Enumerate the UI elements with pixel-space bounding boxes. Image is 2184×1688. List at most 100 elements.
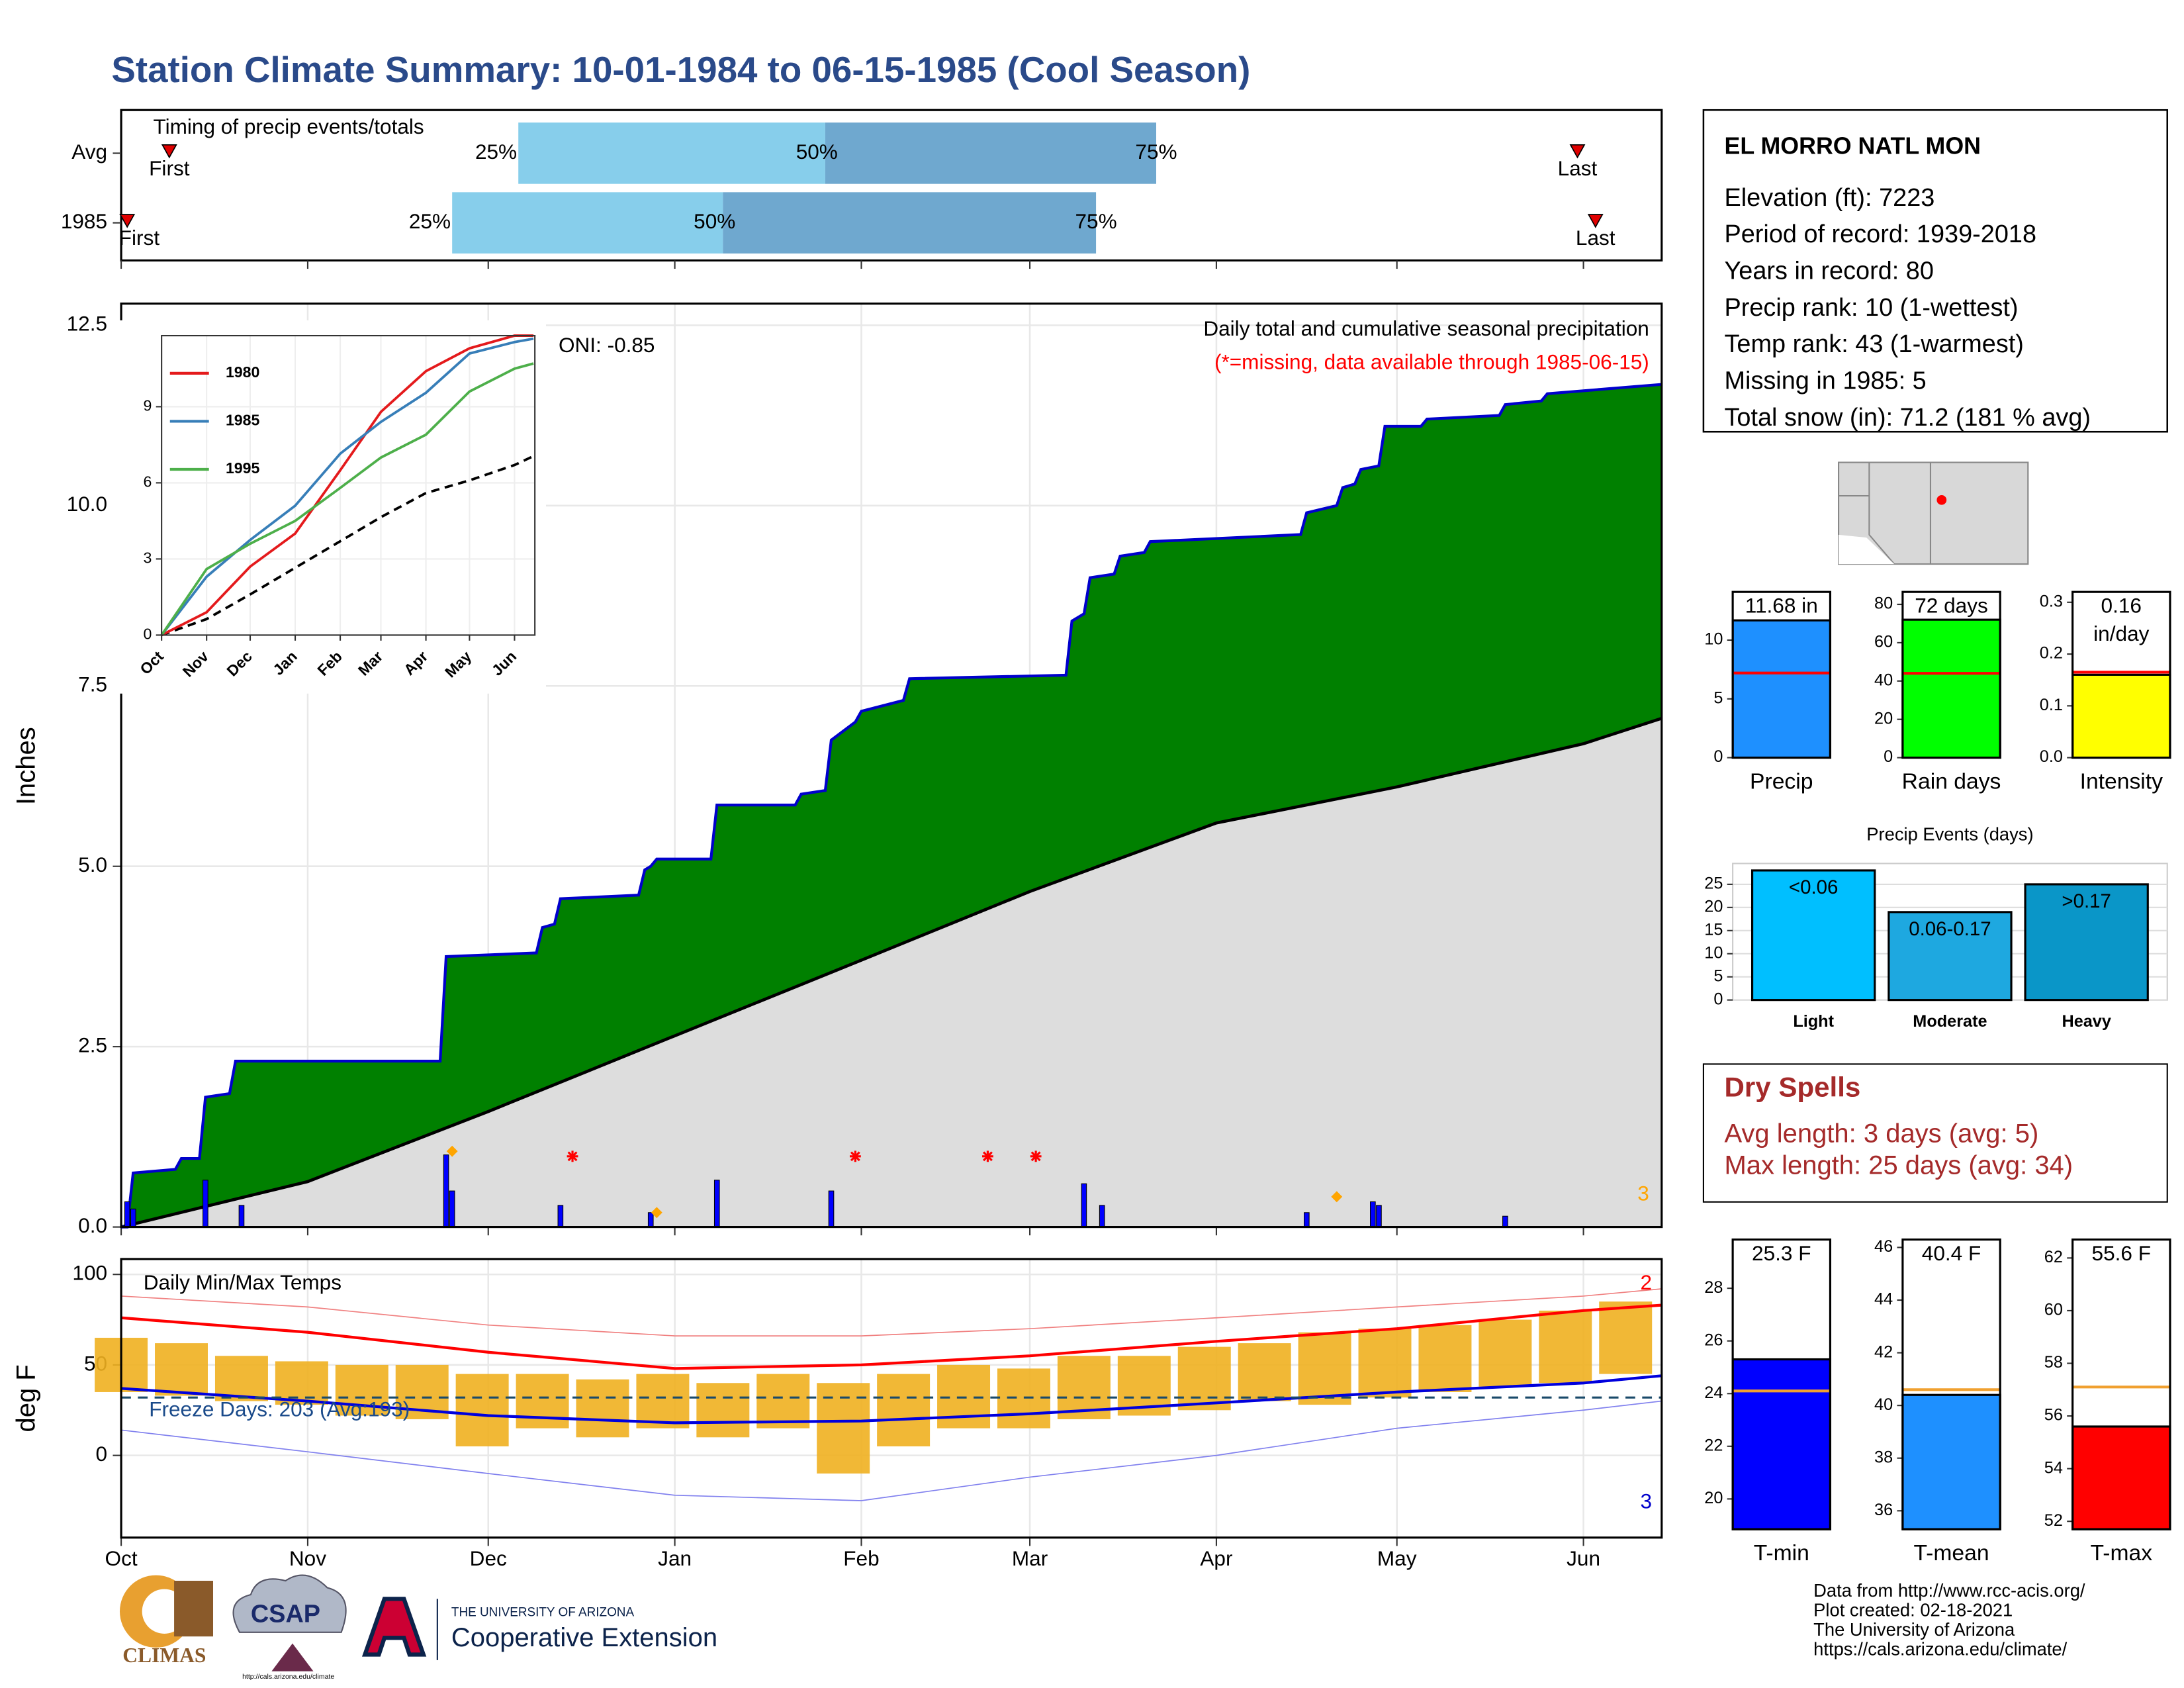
temp-range-bar bbox=[214, 1356, 268, 1401]
gauge-value-box: 72 days bbox=[1915, 594, 1988, 618]
gauge-value-box: 11.68 in bbox=[1745, 594, 1818, 618]
event-bar bbox=[1751, 869, 1876, 1002]
y-tick-label: 0.0 bbox=[78, 1213, 107, 1237]
temp-range-bar bbox=[877, 1374, 931, 1446]
average-area bbox=[121, 718, 1662, 1227]
csap-mountain bbox=[271, 1643, 314, 1671]
y-tick-label: 7.5 bbox=[78, 673, 107, 696]
gauge-value-label: 55.6 F bbox=[2091, 1242, 2152, 1266]
daily-bar bbox=[828, 1190, 835, 1228]
gauge-y-tick-label: 0 bbox=[1713, 747, 1723, 766]
y-tick-label: 12.5 bbox=[67, 312, 107, 336]
first-marker bbox=[161, 144, 177, 159]
gauge-y-tick-label: 38 bbox=[1874, 1448, 1893, 1466]
gauge-y-tick-label: 56 bbox=[2044, 1406, 2063, 1425]
gauge-value-box: 0.16 in/day bbox=[2093, 594, 2149, 645]
precip-frame bbox=[120, 303, 1663, 1229]
gauge-bar bbox=[1731, 619, 1832, 759]
daily-bar bbox=[1099, 1205, 1105, 1228]
gauge-y-tick-label: 0.2 bbox=[2040, 644, 2063, 663]
x-tick-label: Mar bbox=[1012, 1546, 1048, 1570]
map-borders bbox=[1839, 462, 1932, 565]
event-value-label: 0.06-0.17 bbox=[1909, 918, 1991, 940]
temp-range-bar bbox=[1298, 1332, 1351, 1405]
q50-label: 50% bbox=[796, 140, 838, 164]
event-category: Moderate bbox=[1913, 1012, 1987, 1031]
daily-bar bbox=[449, 1190, 455, 1228]
extension-text: Cooperative Extension bbox=[451, 1623, 717, 1652]
temp-range-bar bbox=[1177, 1346, 1231, 1411]
temp-range-bar bbox=[275, 1361, 328, 1405]
gauge-y-tick-label: 0.3 bbox=[2040, 592, 2063, 611]
daily-bar bbox=[1502, 1215, 1508, 1228]
gauge-label: Precip bbox=[1750, 769, 1813, 794]
missing-marker bbox=[849, 1150, 861, 1162]
footer-line: Data from http://www.rcc-acis.org/ bbox=[1813, 1580, 2085, 1601]
dry-spells-box bbox=[1702, 1063, 2168, 1203]
gauge-y-tick-label: 26 bbox=[1704, 1331, 1723, 1349]
gauge-y-tick-label: 20 bbox=[1874, 709, 1893, 727]
temp-range-bar bbox=[1358, 1329, 1412, 1398]
x-tick-label: Nov bbox=[289, 1546, 326, 1570]
x-tick-label: Dec bbox=[470, 1546, 507, 1570]
logos: CLIMAS CSAP http://cals.arizona.edu/clim… bbox=[119, 1574, 717, 1681]
gauge-y-tick-label: 0 bbox=[1884, 747, 1893, 766]
last-label: Last bbox=[1576, 226, 1615, 250]
gauge-bar bbox=[2071, 673, 2171, 759]
temp-line bbox=[120, 1303, 1662, 1370]
timing-title: Timing of precip events/totals bbox=[154, 115, 424, 138]
legend-label: 1980 bbox=[226, 363, 259, 381]
gauge-y-tick-label: 54 bbox=[2044, 1458, 2063, 1477]
quartile-bar-late bbox=[723, 192, 1097, 254]
gauge-y-tick-label: 46 bbox=[1874, 1237, 1893, 1256]
gauge-y-tick-label: 24 bbox=[1704, 1383, 1723, 1402]
temp-range-bar bbox=[696, 1383, 750, 1438]
temp-range-bar bbox=[756, 1374, 810, 1429]
inset-y-tick-label: 0 bbox=[144, 626, 152, 643]
footer-line: Plot created: 02-18-2021 bbox=[1813, 1600, 2013, 1620]
row-label: Avg bbox=[71, 140, 107, 164]
temp-note: 3 bbox=[1640, 1489, 1652, 1513]
y-tick-label: 20 bbox=[1704, 898, 1723, 916]
gauge-frame bbox=[2071, 1238, 2171, 1530]
daily-bar bbox=[238, 1205, 245, 1228]
gauge-value-box: 25.3 F bbox=[1752, 1243, 1811, 1266]
daily-bar bbox=[130, 1208, 136, 1228]
y-tick-label: 10 bbox=[1704, 943, 1723, 962]
gauge-y-tick-label: 0.0 bbox=[2040, 747, 2063, 766]
legend-label: 1995 bbox=[226, 459, 260, 477]
x-tick-label: Jan bbox=[658, 1546, 692, 1570]
locator-map bbox=[1838, 461, 2029, 565]
gauge-label: T-min bbox=[1754, 1541, 1809, 1566]
x-tick-label: Feb bbox=[843, 1546, 879, 1570]
temp-line bbox=[121, 1400, 1662, 1501]
dry-spells-info: Max length: 25 days (avg: 34) bbox=[1724, 1151, 2073, 1180]
inset-line bbox=[160, 337, 534, 636]
temp-range-bar bbox=[1599, 1301, 1653, 1374]
csap-cloud bbox=[232, 1574, 347, 1633]
gauge-bar bbox=[1901, 1393, 2001, 1530]
daily-bar bbox=[443, 1154, 449, 1228]
gauge-y-tick-label: 52 bbox=[2044, 1511, 2063, 1530]
y-tick-label: 100 bbox=[72, 1261, 107, 1285]
daily-bar bbox=[124, 1201, 130, 1228]
gauge-y-tick-label: 28 bbox=[1704, 1278, 1723, 1297]
event-value-label: <0.06 bbox=[1789, 876, 1839, 898]
gauge-y-tick-label: 10 bbox=[1704, 630, 1723, 649]
inset-line bbox=[161, 334, 534, 637]
daily-bar bbox=[647, 1212, 654, 1228]
temp-range-bar bbox=[576, 1379, 629, 1438]
event-bar bbox=[1888, 911, 2013, 1002]
temp-line bbox=[121, 1288, 1662, 1336]
x-tick-label: Oct bbox=[105, 1546, 138, 1570]
ua-text: THE UNIVERSITY OF ARIZONA bbox=[451, 1605, 635, 1619]
csap-logo-text: CSAP bbox=[251, 1601, 320, 1628]
temp-frame bbox=[120, 1258, 1663, 1539]
oni-annotation: ONI: -0.85 bbox=[559, 333, 655, 357]
quartile-bar-late bbox=[825, 122, 1157, 184]
y-tick-label: 0 bbox=[1713, 990, 1723, 1008]
gauge-y-tick-label: 22 bbox=[1704, 1436, 1723, 1455]
gauge-y-tick-label: 60 bbox=[1874, 633, 1893, 651]
station-info: Period of record: 1939-2018 bbox=[1724, 220, 2036, 248]
y-tick-label: 2.5 bbox=[78, 1033, 107, 1056]
